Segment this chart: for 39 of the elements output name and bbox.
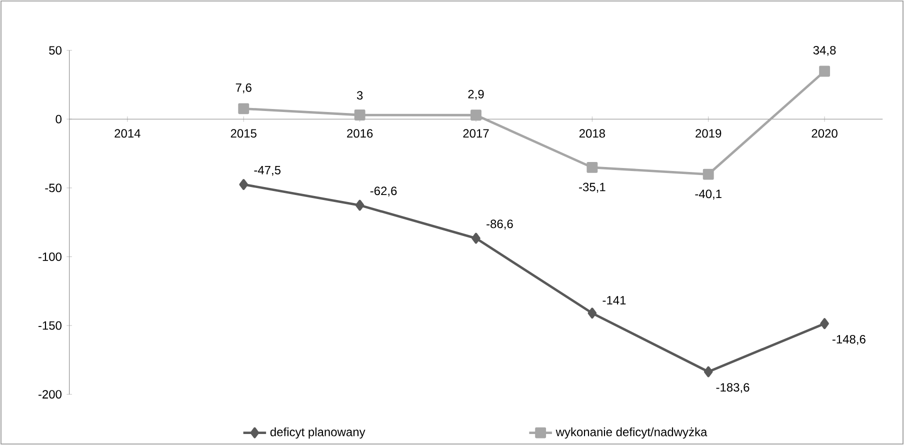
data-label: -62,6: [370, 186, 397, 197]
data-label: -86,6: [486, 220, 513, 230]
point: [472, 232, 480, 244]
point: [588, 308, 597, 319]
data-label: 34,8: [813, 46, 836, 56]
x-tick-label: 2019: [696, 129, 722, 138]
data-label: -183,6: [716, 383, 750, 394]
data-label: -47,5: [254, 166, 281, 176]
y-tick-label: -100: [38, 252, 62, 261]
y-tick-label: 50: [49, 46, 62, 55]
legend-label: deficyt planowany: [270, 427, 366, 439]
x-tick-label: 2017: [463, 129, 489, 138]
y-tick-label: 0: [56, 114, 62, 124]
x-tick-label: 2020: [812, 129, 838, 138]
y-tick-label: -50: [45, 184, 62, 192]
point: [354, 110, 366, 120]
point: [238, 103, 250, 114]
point: [239, 179, 248, 190]
legend-label: wykonanie deficyt/nadwyżka: [556, 427, 708, 439]
point: [702, 168, 714, 180]
x-tick-label: 2014: [114, 129, 140, 138]
data-label: -148,6: [832, 334, 866, 345]
data-label: -35,1: [579, 182, 606, 193]
y-tick-label: -200: [38, 390, 62, 399]
y-tick-label: -150: [38, 321, 62, 330]
x-tick-label: 2016: [347, 129, 373, 138]
x-tick-label: 2018: [579, 129, 605, 138]
point: [355, 200, 364, 211]
data-label: -141: [602, 296, 626, 304]
data-label: 7,6: [236, 83, 252, 94]
data-label: 2,9: [468, 90, 484, 100]
data-label: -40,1: [695, 190, 722, 200]
point: [819, 66, 830, 77]
x-tick-label: 2015: [230, 129, 256, 138]
point: [586, 162, 598, 173]
point: [704, 366, 713, 378]
point: [470, 110, 482, 121]
data-label: 3: [356, 91, 363, 100]
point: [820, 318, 829, 330]
